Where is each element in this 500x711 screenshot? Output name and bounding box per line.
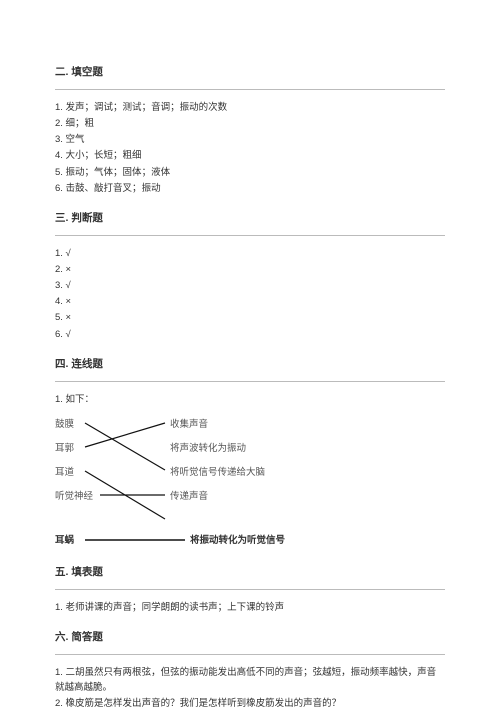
section3-title: 三. 判断题 xyxy=(55,210,445,227)
left-label: 耳道 xyxy=(55,465,74,480)
matching-diagram: 鼓膜 耳郭 耳道 听觉神经 耳蜗 收集声音 将声波转化为振动 将听觉信号传递给大… xyxy=(55,415,335,550)
right-label: 将声波转化为振动 xyxy=(170,441,246,456)
left-label: 听觉神经 xyxy=(55,489,93,504)
s2-item: 2. 细；粗 xyxy=(55,116,445,131)
s2-item: 5. 振动；气体；固体；液体 xyxy=(55,165,445,180)
s2-item: 1. 发声；调试；测试；音调；振动的次数 xyxy=(55,100,445,115)
divider xyxy=(55,589,445,590)
s3-item: 5. × xyxy=(55,310,445,325)
section5-title: 五. 填表题 xyxy=(55,564,445,581)
left-label: 耳蜗 xyxy=(55,533,74,548)
section4-title: 四. 连线题 xyxy=(55,356,445,373)
s3-item: 6. √ xyxy=(55,327,445,342)
s6-item: 2. 橡皮筋是怎样发出声音的？我们是怎样听到橡皮筋发出的声音的？ xyxy=(55,696,445,711)
s3-item: 3. √ xyxy=(55,278,445,293)
diagram-lines xyxy=(55,415,335,550)
s2-item: 3. 空气 xyxy=(55,132,445,147)
s3-item: 2. × xyxy=(55,262,445,277)
section2-title: 二. 填空题 xyxy=(55,64,445,81)
right-label: 收集声音 xyxy=(170,417,208,432)
right-label: 将听觉信号传递给大脑 xyxy=(170,465,265,480)
left-label: 鼓膜 xyxy=(55,417,74,432)
section6-title: 六. 简答题 xyxy=(55,629,445,646)
s4-lead: 1. 如下： xyxy=(55,392,445,407)
right-label: 将振动转化为听觉信号 xyxy=(190,533,285,548)
s2-item: 6. 击鼓、敲打音叉；振动 xyxy=(55,181,445,196)
s5-item: 1. 老师讲课的声音；同学朗朗的读书声；上下课的铃声 xyxy=(55,600,445,615)
s6-item: 1. 二胡虽然只有两根弦，但弦的振动能发出高低不同的声音；弦越短，振动频率越快，… xyxy=(55,665,445,695)
divider xyxy=(55,89,445,90)
divider xyxy=(55,654,445,655)
left-label: 耳郭 xyxy=(55,441,74,456)
right-label: 传递声音 xyxy=(170,489,208,504)
divider xyxy=(55,381,445,382)
divider xyxy=(55,235,445,236)
s3-item: 4. × xyxy=(55,294,445,309)
s3-item: 1. √ xyxy=(55,246,445,261)
s2-item: 4. 大小；长短；粗细 xyxy=(55,148,445,163)
